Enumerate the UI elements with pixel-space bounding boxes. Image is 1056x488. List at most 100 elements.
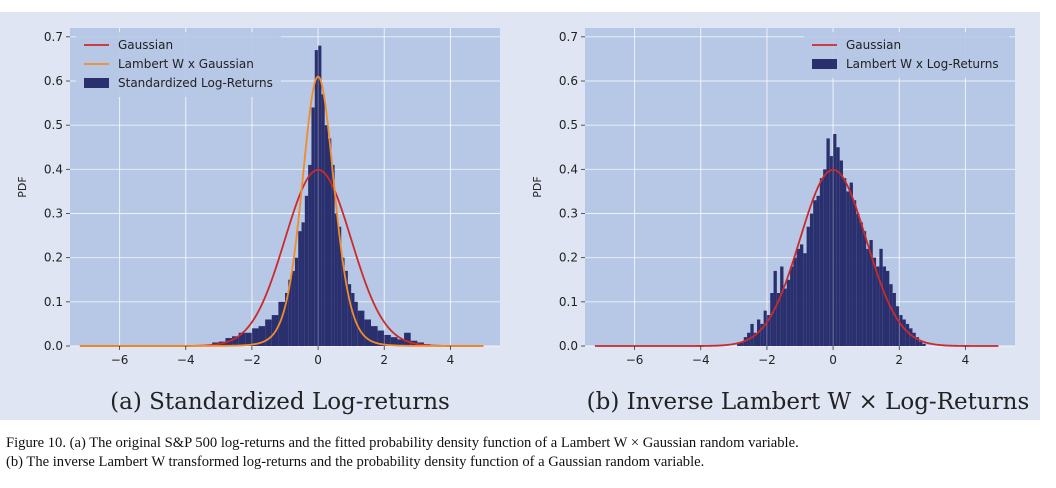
histogram-bar bbox=[909, 328, 913, 346]
histogram-bar bbox=[856, 213, 860, 346]
histogram-bar bbox=[833, 134, 837, 346]
figure-panel: −6 −4 −2 0 2 4 0.0 0.1 0.2 0.3 0.4 0.5 0.6 0.7 PDF Gaus… bbox=[0, 12, 1040, 420]
histogram-bar bbox=[404, 332, 411, 346]
histogram-bar bbox=[852, 200, 857, 346]
histogram-bar bbox=[902, 319, 906, 346]
histogram-bar bbox=[288, 279, 292, 346]
histogram-bar bbox=[882, 266, 886, 346]
y-tick-label: 0.2 bbox=[559, 251, 578, 265]
y-tick-label: 0.3 bbox=[559, 207, 578, 221]
histogram-bar bbox=[819, 178, 824, 346]
histogram-bar bbox=[776, 293, 781, 346]
histogram-bar bbox=[258, 326, 266, 346]
legend-label: Gaussian bbox=[118, 38, 173, 52]
histogram-bar bbox=[796, 248, 800, 346]
histogram-bar bbox=[304, 195, 309, 346]
y-tick-label: 0.5 bbox=[559, 118, 578, 132]
subcaption-a: (a) Standardized Log-returns bbox=[110, 389, 450, 415]
histogram-bar bbox=[876, 266, 880, 346]
x-tick-label: −4 bbox=[177, 353, 195, 367]
histogram-bar bbox=[377, 330, 385, 346]
histogram-bar bbox=[324, 125, 328, 347]
y-axis-label: PDF bbox=[531, 176, 544, 197]
histogram-bar bbox=[806, 226, 810, 346]
histogram-bar bbox=[793, 257, 797, 346]
histogram-bar bbox=[251, 328, 259, 346]
histogram-bar bbox=[846, 191, 850, 346]
histogram-bar bbox=[397, 339, 405, 346]
histogram-bar bbox=[889, 284, 893, 346]
histogram-bar bbox=[869, 240, 873, 346]
histogram-bar bbox=[384, 334, 391, 346]
y-tick-label: 0.6 bbox=[559, 74, 578, 88]
histogram-bar bbox=[912, 332, 916, 346]
histogram-bar bbox=[337, 226, 342, 346]
histogram-bar bbox=[826, 138, 830, 346]
histogram-bar bbox=[915, 337, 920, 346]
y-tick-label: 0.7 bbox=[559, 30, 578, 44]
figure-svg: −6 −4 −2 0 2 4 0.0 0.1 0.2 0.3 0.4 0.5 0.6 0.7 PDF Gaus… bbox=[16, 28, 1030, 415]
caption-line-1: Figure 10. (a) The original S&P 500 log-… bbox=[6, 435, 799, 451]
histogram-bar bbox=[836, 147, 840, 346]
histogram-bar bbox=[843, 178, 847, 346]
legend-swatch bbox=[84, 78, 109, 88]
figure-caption: Figure 10. (a) The original S&P 500 log-… bbox=[6, 434, 1052, 472]
histogram-bar bbox=[344, 270, 348, 346]
histogram-bar bbox=[364, 319, 371, 346]
histogram-bar bbox=[866, 248, 870, 346]
x-tick-label: 0 bbox=[829, 353, 837, 367]
histogram-bar bbox=[919, 341, 923, 346]
histogram-bar bbox=[750, 323, 754, 346]
histogram-bar bbox=[803, 253, 807, 346]
histogram-bar bbox=[862, 231, 867, 346]
histogram-bar bbox=[829, 156, 834, 346]
legend-box bbox=[804, 32, 1009, 78]
histogram-bar bbox=[770, 293, 774, 346]
chart-b: −6 −4 −2 0 2 4 0.0 0.1 0.2 0.3 0.4 0.5 0.6 0.7 PDF Gaus… bbox=[531, 28, 1015, 367]
histogram-bar bbox=[301, 222, 305, 346]
y-tick-label: 0.0 bbox=[44, 339, 63, 353]
histogram-bar bbox=[311, 107, 315, 346]
histogram-bar bbox=[238, 332, 246, 346]
histogram-bar bbox=[341, 257, 345, 346]
histogram-bar bbox=[334, 213, 338, 346]
subcaption-b: (b) Inverse Lambert W × Log-Returns bbox=[587, 389, 1030, 415]
histogram-bar bbox=[737, 342, 741, 346]
x-tick-label: 4 bbox=[447, 353, 455, 367]
histogram-bar bbox=[839, 160, 843, 346]
histogram-bar bbox=[314, 50, 319, 346]
histogram-bar bbox=[816, 195, 820, 346]
histogram-bar bbox=[265, 319, 272, 346]
y-tick-label: 0.5 bbox=[44, 118, 63, 132]
histogram-bar bbox=[291, 270, 295, 346]
legend-label: Lambert W x Gaussian bbox=[118, 57, 254, 71]
histogram-bar bbox=[780, 266, 784, 346]
histogram-bar bbox=[318, 45, 322, 347]
legend-label: Standardized Log-Returns bbox=[118, 76, 273, 90]
histogram-bar bbox=[813, 200, 817, 346]
x-tick-label: −2 bbox=[243, 353, 261, 367]
histogram-bar bbox=[895, 306, 900, 346]
y-tick-label: 0.3 bbox=[44, 207, 63, 221]
x-tick-label: 4 bbox=[962, 353, 970, 367]
series-line-lambert-w-x-gaussian bbox=[79, 75, 484, 347]
x-tick-label: 0 bbox=[314, 353, 322, 367]
histogram-bar bbox=[790, 266, 794, 346]
histogram-bar bbox=[849, 182, 853, 346]
histogram-bar bbox=[763, 310, 767, 346]
histogram-bar bbox=[347, 284, 352, 346]
y-tick-label: 0.7 bbox=[44, 30, 63, 44]
histogram-bar bbox=[328, 138, 332, 346]
histogram-bar bbox=[371, 326, 378, 346]
histogram-bar bbox=[232, 336, 239, 346]
histogram-bar bbox=[823, 169, 827, 346]
histogram-bar bbox=[390, 337, 398, 346]
histogram-bar bbox=[753, 332, 757, 346]
histogram-bar bbox=[879, 248, 883, 346]
histogram-bar bbox=[786, 279, 791, 346]
y-tick-label: 0.1 bbox=[559, 295, 578, 309]
caption-line-2: (b) The inverse Lambert W transformed lo… bbox=[6, 454, 705, 470]
x-tick-label: −2 bbox=[758, 353, 776, 367]
histogram-bar bbox=[800, 244, 804, 346]
y-tick-label: 0.4 bbox=[44, 162, 63, 176]
